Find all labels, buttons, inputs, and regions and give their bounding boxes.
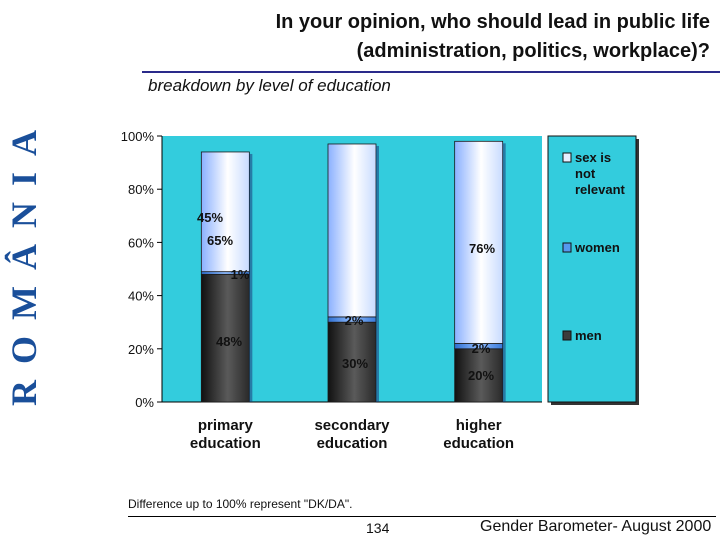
legend-label-women: women (574, 240, 620, 255)
category-label: secondary (314, 417, 390, 434)
bar-sex-is-not-relevant (454, 140, 504, 344)
data-label-sex-is-not-relevant: 65% (207, 233, 233, 248)
y-tick-label: 40% (128, 289, 154, 304)
footnote: Difference up to 100% represent "DK/DA". (128, 497, 353, 511)
footer-divider (128, 516, 716, 517)
bar-men (327, 321, 377, 403)
legend-swatch-women (562, 242, 572, 253)
legend-swatch-men (562, 330, 572, 341)
legend-label-sex_not_relevant: not (575, 166, 596, 181)
y-tick-label: 80% (128, 182, 154, 197)
y-tick-label: 60% (128, 235, 154, 250)
bar-side-shadow (502, 143, 506, 402)
bar-side-shadow (249, 153, 253, 402)
bar-side-shadow (376, 145, 379, 403)
stacked-bar-chart: 0%20%40%60%80%100%48%1%45%primaryeducati… (121, 129, 639, 452)
bar-men (200, 273, 250, 403)
data-label-women: 2% (345, 313, 364, 328)
title-line-1: In your opinion, who should lead in publ… (275, 11, 710, 33)
legend-label-sex_not_relevant: relevant (575, 182, 626, 197)
title-line-2: (administration, politics, workplace)? (356, 40, 710, 62)
category-label: education (443, 435, 514, 452)
bar-sex-is-not-relevant (327, 143, 377, 318)
legend-label-men: men (575, 328, 602, 343)
title-divider (142, 71, 720, 73)
legend-swatch-sex_not_relevant (562, 152, 572, 163)
bar-men (454, 348, 504, 403)
y-tick-label: 100% (121, 129, 155, 144)
data-label-women: 1% (231, 267, 250, 282)
slide-subtitle: breakdown by level of education (148, 76, 391, 95)
side-country-label: ROMÂNIA (4, 30, 44, 490)
legend-box (547, 135, 637, 403)
data-label-sex-is-not-relevant: 45% (197, 210, 223, 225)
legend-label-sex_not_relevant: sex is (575, 150, 611, 165)
data-label-men: 20% (468, 368, 494, 383)
data-label-women: 2% (472, 341, 491, 356)
category-label: higher (456, 417, 502, 434)
data-label-sex-is-not-relevant: 76% (469, 241, 495, 256)
category-label: education (317, 435, 388, 452)
slide-title: In your opinion, who should lead in publ… (150, 8, 710, 66)
y-tick-label: 20% (128, 342, 154, 357)
data-label-men: 30% (342, 356, 368, 371)
side-country-text: ROMÂNIA (4, 114, 45, 406)
y-tick-label: 0% (135, 395, 154, 410)
data-label-men: 48% (216, 334, 242, 349)
footer-title: Gender Barometer- August 2000 (480, 518, 712, 535)
category-label: education (190, 435, 261, 452)
bar-sex-is-not-relevant (200, 151, 250, 273)
category-label: primary (198, 417, 254, 434)
page-number: 134 (366, 520, 390, 536)
